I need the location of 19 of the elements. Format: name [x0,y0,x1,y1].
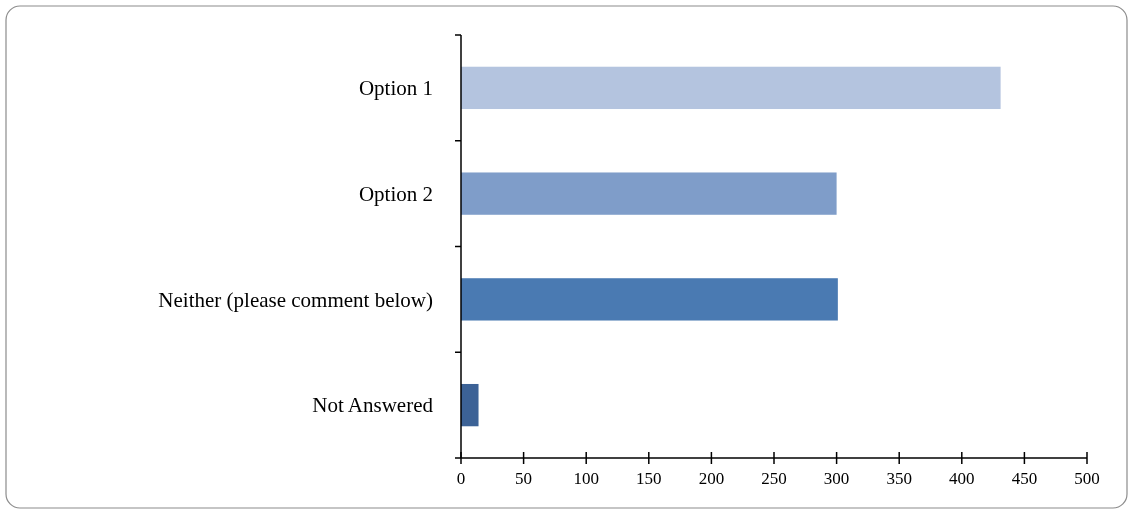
x-tick-label: 400 [949,469,975,488]
x-tick-label: 450 [1011,469,1038,488]
bar [461,278,838,321]
x-tick-label: 200 [698,469,725,488]
x-tick-label: 0 [456,469,466,488]
x-tick-label: 350 [886,469,912,488]
x-tick-label: 50 [515,469,533,488]
y-tick-label: Option 1 [358,76,433,101]
y-tick-label: Not Answered [312,393,434,418]
bar [461,66,1001,110]
y-tick-label: Option 2 [358,181,433,206]
bar [461,172,837,215]
bar [461,383,479,427]
x-tick-label: 100 [573,469,599,488]
x-tick-label: 250 [761,469,787,488]
y-tick-label: Neither (please comment below) [158,287,434,312]
x-tick-label: 500 [1074,469,1100,488]
x-tick-label: 150 [636,469,662,488]
x-tick-label: 300 [823,469,850,488]
